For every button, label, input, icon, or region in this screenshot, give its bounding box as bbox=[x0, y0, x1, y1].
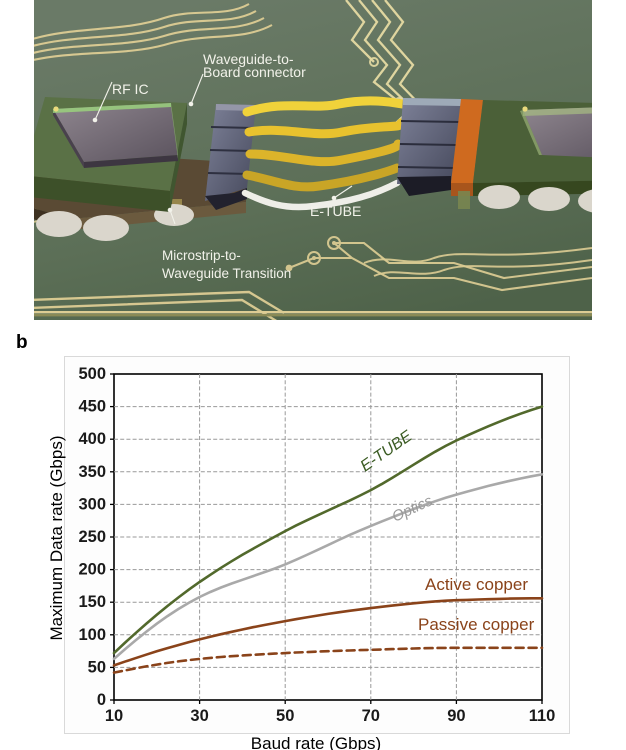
svg-text:200: 200 bbox=[78, 561, 106, 579]
svg-text:50: 50 bbox=[276, 707, 294, 725]
svg-text:110: 110 bbox=[529, 707, 556, 725]
svg-text:450: 450 bbox=[78, 398, 106, 416]
svg-text:Microstrip-to-: Microstrip-to- bbox=[162, 248, 241, 263]
svg-text:Active copper: Active copper bbox=[425, 575, 528, 594]
svg-text:350: 350 bbox=[78, 463, 106, 481]
svg-text:500: 500 bbox=[78, 365, 106, 383]
svg-text:Waveguide Transition: Waveguide Transition bbox=[162, 266, 291, 281]
svg-text:100: 100 bbox=[78, 626, 106, 644]
svg-text:300: 300 bbox=[78, 495, 106, 513]
svg-text:Passive copper: Passive copper bbox=[418, 615, 535, 634]
svg-text:400: 400 bbox=[78, 430, 106, 448]
svg-text:70: 70 bbox=[362, 707, 380, 725]
svg-text:90: 90 bbox=[447, 707, 465, 725]
svg-text:RF IC: RF IC bbox=[112, 81, 149, 97]
svg-text:50: 50 bbox=[88, 658, 106, 676]
svg-text:Board connector: Board connector bbox=[203, 64, 306, 80]
svg-text:10: 10 bbox=[105, 707, 123, 725]
svg-text:E-TUBE: E-TUBE bbox=[310, 203, 361, 219]
svg-text:250: 250 bbox=[78, 528, 106, 546]
svg-text:150: 150 bbox=[78, 593, 106, 611]
svg-text:30: 30 bbox=[190, 707, 208, 725]
